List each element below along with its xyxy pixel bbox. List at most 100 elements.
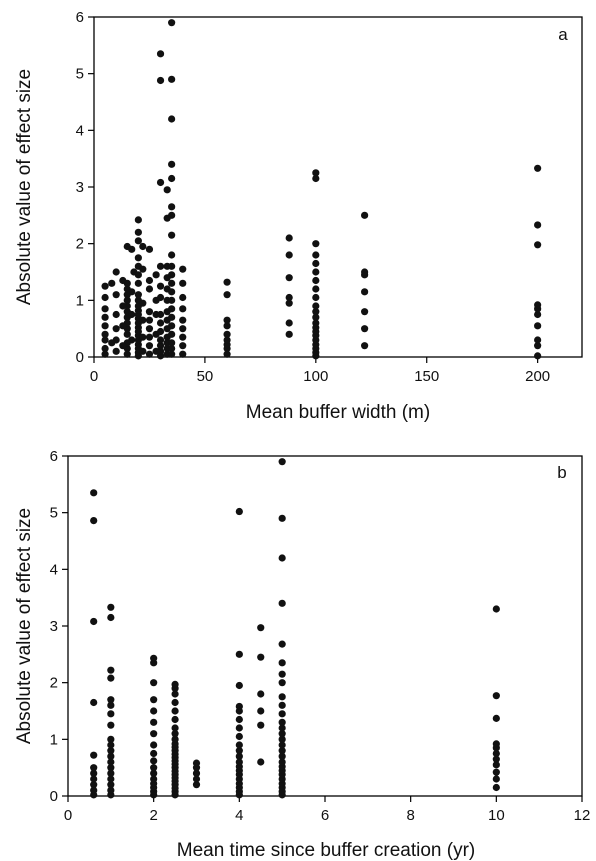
data-point-a-85 [156,336,165,344]
panel-letter-b: b [557,463,566,482]
data-point-a-132 [179,325,187,333]
data-point-a-91 [156,262,165,270]
data-point-b-69 [171,690,179,698]
data-point-b-20 [107,741,115,749]
data-point-a-149 [285,299,293,307]
data-point-b-128 [278,514,286,522]
data-point-b-39 [150,741,158,749]
data-point-b-138 [492,714,500,722]
data-point-b-87 [235,747,243,755]
data-point-a-68 [145,350,154,358]
data-point-a-152 [285,251,293,259]
data-point-b-88 [235,741,243,749]
y-tick-label-a-4: 4 [76,122,84,139]
y-axis-title-b: Absolute value of effect size [14,508,35,744]
data-point-a-118 [168,271,176,279]
data-point-b-134 [492,755,500,763]
y-tick-label-b-5: 5 [50,505,58,522]
x-tick-label-a-200: 200 [525,368,550,385]
data-point-a-20 [123,330,131,338]
x-tick-label-a-150: 150 [414,368,439,385]
data-point-a-111 [168,330,176,338]
data-point-b-38 [150,749,158,758]
data-point-a-147 [285,330,293,338]
data-point-a-163 [312,313,320,321]
data-point-a-173 [312,174,320,183]
data-point-b-36 [150,764,158,772]
data-point-b-125 [278,640,286,648]
y-tick-label-b-0: 0 [50,788,58,805]
data-point-a-63 [139,333,147,341]
x-tick-label-b-8: 8 [406,807,414,824]
data-point-b-122 [278,679,286,687]
data-point-b-15 [107,769,115,777]
data-point-b-95 [235,650,243,658]
data-point-b-98 [257,721,265,729]
data-point-b-16 [107,764,115,772]
data-point-b-2 [90,781,98,789]
y-tick-label-b-1: 1 [50,731,58,748]
data-point-a-190 [534,221,542,229]
data-point-a-109 [168,344,176,353]
data-point-b-114 [278,741,286,749]
data-point-b-44 [150,679,158,687]
data-point-a-175 [361,342,369,350]
data-point-a-17 [123,350,131,358]
data-point-a-166 [312,293,320,302]
data-point-a-176 [361,325,369,333]
data-point-a-107 [163,186,171,194]
y-tick-label-b-4: 4 [50,561,58,578]
data-point-a-144 [223,316,231,324]
data-point-a-38 [128,245,136,253]
scatter-panel-a: 0 50 100 150 200 0 1 2 3 4 5 6 a Mean buffer width … [14,9,583,423]
data-point-a-146 [223,278,231,286]
data-point-a-183 [534,342,542,350]
data-point-b-25 [107,696,115,704]
data-point-a-129 [179,350,187,358]
data-point-b-102 [257,624,265,632]
data-point-b-9 [90,517,98,525]
x-tick-label-b-6: 6 [321,807,329,824]
data-point-a-36 [128,310,136,319]
data-point-a-71 [145,325,154,333]
data-point-b-37 [150,757,158,765]
data-point-b-4 [90,769,98,777]
data-point-b-24 [107,701,115,709]
data-point-a-61 [134,216,142,224]
data-point-a-62 [139,347,147,355]
data-point-b-126 [278,599,286,607]
data-point-a-5 [101,313,109,321]
data-point-a-74 [145,285,154,293]
data-point-a-177 [361,308,369,316]
data-point-a-70 [145,333,154,341]
data-point-a-8 [101,282,109,290]
data-point-b-120 [278,701,286,709]
data-point-a-153 [285,234,293,242]
data-point-b-96 [235,507,243,516]
data-point-a-75 [145,276,154,285]
y-tick-label-a-5: 5 [76,66,84,83]
data-point-b-93 [235,702,243,711]
data-point-a-89 [156,293,165,302]
data-point-b-127 [278,554,286,562]
data-point-a-16 [108,279,116,287]
data-point-b-72 [192,781,201,789]
data-point-a-56 [134,271,142,279]
data-point-b-116 [278,730,286,738]
data-point-a-3 [101,330,109,338]
data-point-b-100 [257,690,265,698]
data-point-a-1 [101,344,109,353]
data-point-b-7 [90,698,98,707]
data-point-a-125 [168,160,176,168]
data-point-b-46 [150,654,158,662]
data-point-a-169 [312,268,320,276]
data-points-a [101,19,542,360]
data-point-a-26 [123,296,131,304]
data-point-a-180 [361,268,369,276]
x-tick-label-a-100: 100 [303,368,328,385]
data-point-a-119 [168,262,176,270]
y-axis-title-a: Absolute value of effect size [14,69,35,305]
data-point-a-14 [112,268,120,276]
